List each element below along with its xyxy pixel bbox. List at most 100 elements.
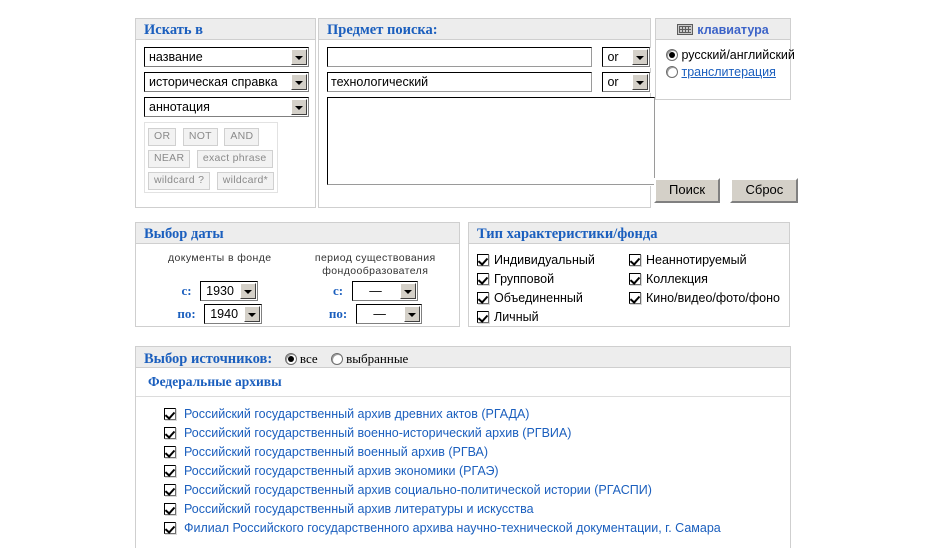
checkbox-archive-rgvia[interactable]	[164, 427, 176, 439]
type-grid: Индивидуальный Групповой Объединенный Ли…	[477, 248, 781, 327]
date-founder-from-select[interactable]: —	[351, 281, 418, 301]
checkbox-archive-rgali[interactable]	[164, 503, 176, 515]
archive-label-rgae[interactable]: Российский государственный архив экономи…	[184, 464, 499, 478]
checkbox-collection[interactable]	[629, 273, 641, 285]
checkbox-archive-rgae[interactable]	[164, 465, 176, 477]
type-item-media[interactable]: Кино/видео/фото/фоно	[629, 289, 781, 308]
search-field-select-3[interactable]: аннотация	[144, 97, 309, 117]
list-item[interactable]: Российский государственный архив литерат…	[136, 500, 790, 519]
search-in-body: название историческая справка аннотация …	[136, 40, 315, 201]
type-item-unannotated[interactable]: Неаннотируемый	[629, 251, 781, 270]
checkbox-group[interactable]	[477, 273, 489, 285]
operator-and-button[interactable]: AND	[224, 128, 260, 146]
sources-scope-selected-label: выбранные	[346, 351, 409, 366]
chevron-down-icon[interactable]	[291, 99, 307, 115]
checkbox-individual[interactable]	[477, 254, 489, 266]
search-in-title: Искать в	[136, 19, 315, 40]
keyboard-panel: клавиатура русский/английский транслитер…	[655, 18, 795, 100]
sources-group-title: Федеральные архивы	[136, 368, 790, 397]
radio-scope-all[interactable]	[284, 353, 297, 365]
date-founder-to-select[interactable]: —	[355, 304, 422, 324]
list-item[interactable]: Российский государственный архив древних…	[136, 405, 790, 424]
archive-label-rgantd-samara[interactable]: Филиал Российского государственного архи…	[184, 521, 721, 535]
date-documents-from-row: с: 1930	[142, 281, 298, 301]
type-item-individual[interactable]: Индивидуальный	[477, 251, 629, 270]
operator-near-button[interactable]: NEAR	[148, 150, 191, 168]
checkbox-archive-rgantd-samara[interactable]	[164, 522, 176, 534]
operator-wildcard-star-button[interactable]: wildcard*	[216, 172, 275, 190]
type-item-united-label: Объединенный	[494, 291, 583, 305]
chevron-down-icon[interactable]	[632, 49, 649, 65]
type-item-group[interactable]: Групповой	[477, 270, 629, 289]
date-documents-from-select[interactable]: 1930	[200, 281, 259, 301]
operator-exact-phrase-button[interactable]: exact phrase	[196, 150, 273, 168]
type-item-individual-label: Индивидуальный	[494, 253, 595, 267]
subject-input-1[interactable]	[327, 47, 592, 67]
chevron-down-icon[interactable]	[403, 306, 420, 322]
operator-row: OR NOT AND	[148, 126, 274, 146]
list-item[interactable]: Российский государственный архив экономи…	[136, 462, 790, 481]
sources-scope-all[interactable]: все	[284, 351, 321, 366]
list-item[interactable]: Российский государственный военно-истори…	[136, 424, 790, 443]
chevron-down-icon[interactable]	[399, 283, 416, 299]
checkbox-archive-rgva[interactable]	[164, 446, 176, 458]
date-column-founder: период существования фондообразователя с…	[298, 252, 454, 324]
checkbox-archive-rgada[interactable]	[164, 408, 176, 420]
date-columns: документы в фонде с: 1930 по: 1940	[142, 248, 453, 324]
keyboard-body: русский/английский транслитерация	[656, 40, 795, 84]
subject-operator-select-1[interactable]: or	[602, 47, 651, 67]
type-item-personal[interactable]: Личный	[477, 308, 629, 327]
checkbox-united[interactable]	[477, 292, 489, 304]
chevron-down-icon[interactable]	[291, 74, 307, 90]
subject-input-2[interactable]: технологический	[327, 72, 592, 92]
keyboard-option-ru-en[interactable]: русский/английский	[666, 48, 795, 62]
archive-label-rgva[interactable]: Российский государственный военный архив…	[184, 445, 489, 459]
list-item[interactable]: Филиал Российского государственного архи…	[136, 519, 790, 538]
checkbox-unannotated[interactable]	[629, 254, 641, 266]
type-item-collection[interactable]: Коллекция	[629, 270, 781, 289]
archive-label-rgada[interactable]: Российский государственный архив древних…	[184, 407, 530, 421]
type-item-media-label: Кино/видео/фото/фоно	[646, 291, 780, 305]
date-documents-to-select[interactable]: 1940	[204, 304, 263, 324]
date-title: Выбор даты	[136, 223, 459, 244]
subject-textarea[interactable]	[327, 97, 655, 185]
search-field-select-2[interactable]: историческая справка	[144, 72, 309, 92]
subject-operator-select-2[interactable]: or	[602, 72, 651, 92]
keyboard-option-translit[interactable]: транслитерация	[666, 65, 784, 79]
radio-translit[interactable]	[666, 66, 678, 78]
chevron-down-icon[interactable]	[240, 283, 257, 299]
search-field-select-1[interactable]: название	[144, 47, 309, 67]
radio-ru-en[interactable]	[666, 49, 678, 61]
date-founder-from-value: —	[369, 284, 382, 298]
checkbox-personal[interactable]	[477, 311, 489, 323]
date-column-documents: документы в фонде с: 1930 по: 1940	[142, 252, 298, 324]
radio-scope-selected[interactable]	[330, 353, 343, 365]
operator-not-button[interactable]: NOT	[182, 128, 218, 146]
checkbox-media[interactable]	[629, 292, 641, 304]
chevron-down-icon[interactable]	[244, 306, 261, 322]
type-column-left: Индивидуальный Групповой Объединенный Ли…	[477, 251, 629, 327]
chevron-down-icon[interactable]	[291, 49, 307, 65]
operator-row: NEAR exact phrase	[148, 148, 274, 168]
operator-wildcard-question-button[interactable]: wildcard ?	[148, 172, 211, 190]
chevron-down-icon[interactable]	[632, 74, 649, 90]
date-founder-to-row: по: —	[298, 304, 454, 324]
keyboard-option-translit-label[interactable]: транслитерация	[681, 65, 776, 79]
sources-panel: Выбор источников: все выбранные Федераль…	[135, 346, 791, 548]
list-item[interactable]: Российский государственный военный архив…	[136, 443, 790, 462]
operator-or-button[interactable]: OR	[148, 128, 177, 146]
operator-buttons: OR NOT AND NEAR exact phrase wildcard ? …	[144, 122, 279, 193]
date-founder-from-label: с:	[332, 283, 344, 299]
checkbox-archive-rgaspi[interactable]	[164, 484, 176, 496]
reset-button[interactable]: Сброс	[730, 178, 799, 203]
search-button[interactable]: Поиск	[654, 178, 721, 203]
search-actions: Поиск Сброс	[654, 178, 799, 203]
keyboard-link[interactable]: клавиатура	[697, 23, 769, 37]
list-item[interactable]: Российский государственный архив социаль…	[136, 481, 790, 500]
sources-scope-selected[interactable]: выбранные	[330, 351, 409, 366]
archive-label-rgali[interactable]: Российский государственный архив литерат…	[184, 502, 534, 516]
type-item-united[interactable]: Объединенный	[477, 289, 629, 308]
archive-label-rgvia[interactable]: Российский государственный военно-истори…	[184, 426, 572, 440]
archive-label-rgaspi[interactable]: Российский государственный архив социаль…	[184, 483, 652, 497]
